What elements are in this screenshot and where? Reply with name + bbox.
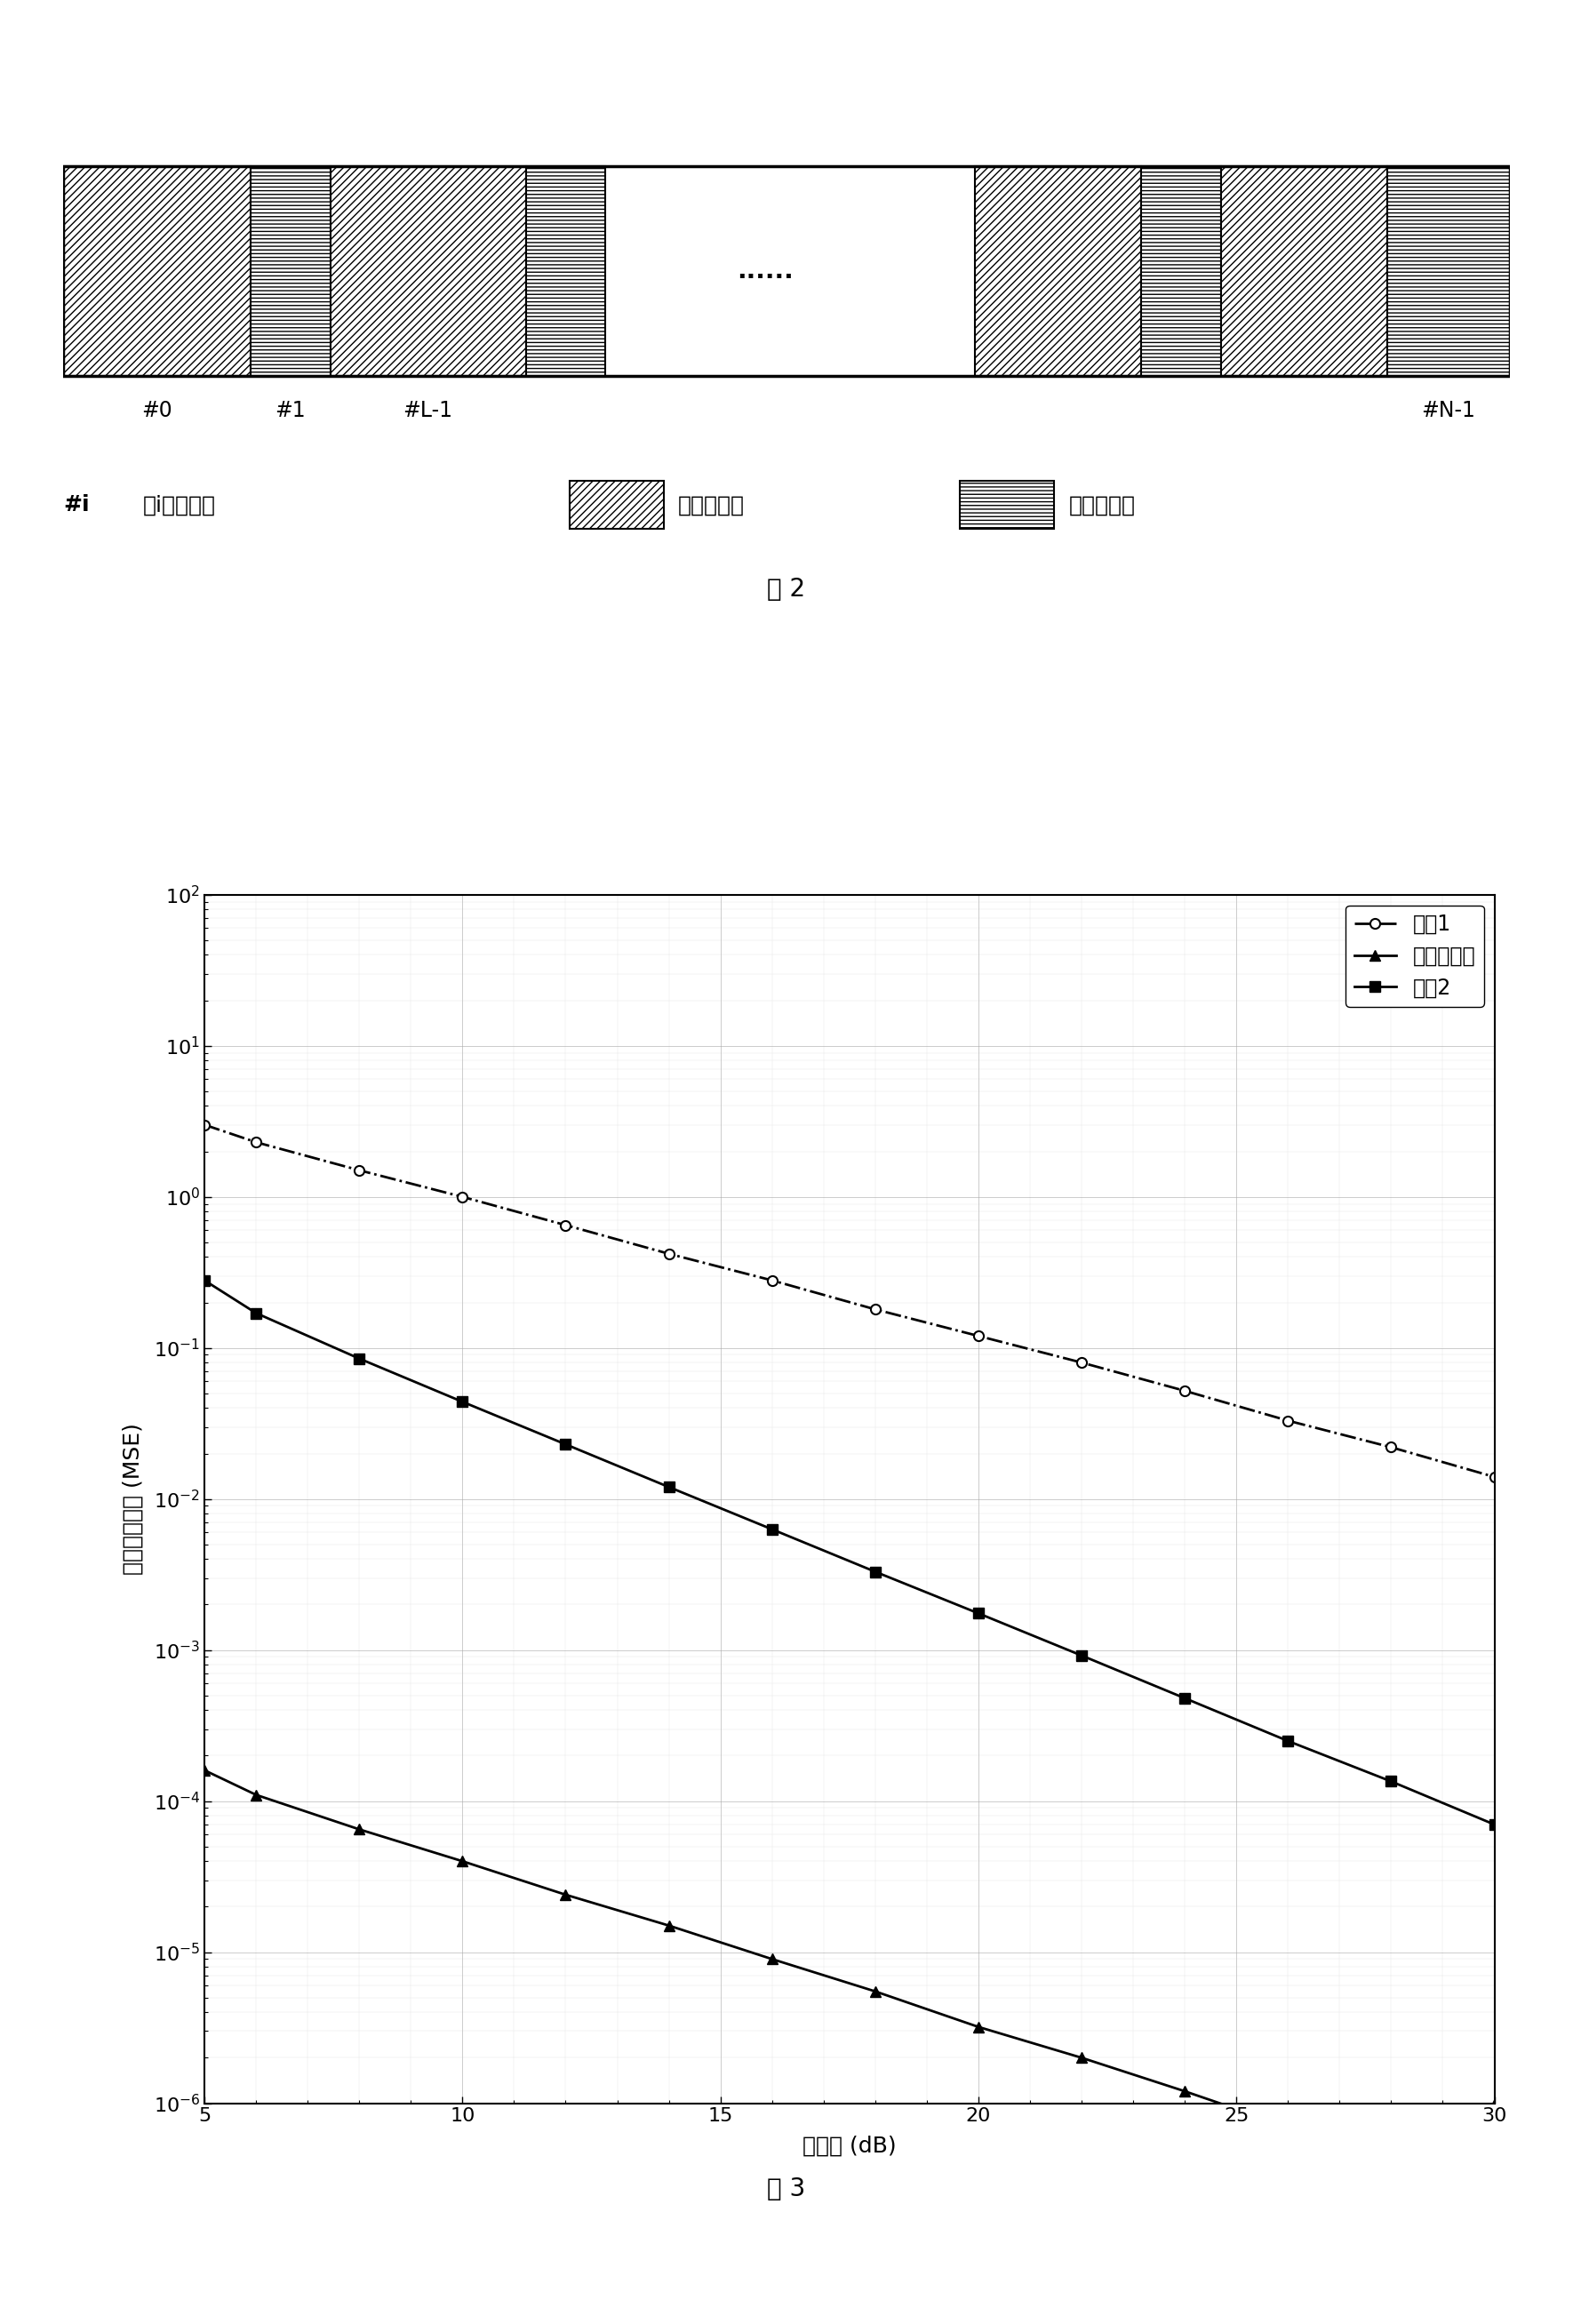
本发明方法 (195, 1757, 214, 1785)
X-axis label: 信噪比 (dB): 信噪比 (dB) (802, 2136, 897, 2157)
方法1 (865, 1294, 884, 1322)
本发明方法 (557, 1880, 576, 1908)
Bar (1221, 165, 1387, 376)
方法2 (1381, 1769, 1400, 1796)
Legend: 方法1, 本发明方法, 方法2: 方法1, 本发明方法, 方法2 (1345, 906, 1483, 1006)
方法1 (1381, 1434, 1400, 1462)
方法1 (557, 1211, 576, 1239)
本发明方法 (1485, 2089, 1504, 2117)
Bar (1140, 165, 1221, 376)
方法1 (1073, 1348, 1092, 1376)
方法1 (1175, 1376, 1194, 1404)
本发明方法 (763, 1945, 782, 1973)
方法1 (1485, 1464, 1504, 1492)
方法2 (1073, 1641, 1092, 1669)
Text: ......: ...... (736, 258, 793, 284)
方法2 (557, 1429, 576, 1457)
Bar (1387, 165, 1510, 376)
Text: #0: #0 (142, 400, 173, 421)
本发明方法 (1073, 2043, 1092, 2071)
方法1 (763, 1267, 782, 1294)
Text: #i: #i (63, 495, 90, 516)
方法2 (453, 1387, 472, 1415)
Bar (975, 165, 1140, 376)
Line: 本发明方法: 本发明方法 (198, 1764, 1501, 2168)
方法1 (659, 1239, 678, 1267)
Line: 方法2: 方法2 (200, 1276, 1499, 1829)
Bar (525, 165, 606, 376)
Bar (330, 165, 525, 376)
Bar (960, 481, 1054, 530)
Bar (63, 165, 252, 376)
方法2 (1279, 1727, 1298, 1755)
本发明方法 (659, 1913, 678, 1941)
方法1 (1279, 1406, 1298, 1434)
方法2 (659, 1473, 678, 1501)
Text: #N-1: #N-1 (1420, 400, 1475, 421)
Text: 第i号子载波: 第i号子载波 (143, 495, 216, 516)
Text: 虚拟子载波: 虚拟子载波 (1068, 495, 1136, 516)
本发明方法 (1381, 2150, 1400, 2178)
本发明方法 (1279, 2113, 1298, 2140)
Bar (569, 481, 664, 530)
Text: #L-1: #L-1 (403, 400, 453, 421)
本发明方法 (865, 1978, 884, 2006)
方法1 (195, 1111, 214, 1139)
方法2 (865, 1557, 884, 1585)
本发明方法 (349, 1815, 368, 1843)
本发明方法 (453, 1848, 472, 1875)
方法1 (247, 1127, 266, 1155)
方法1 (453, 1183, 472, 1211)
方法2 (247, 1299, 266, 1327)
Line: 方法1: 方法1 (200, 1120, 1499, 1483)
方法2 (969, 1599, 988, 1627)
方法2 (195, 1267, 214, 1294)
本发明方法 (969, 2013, 988, 2040)
Text: 数据子载波: 数据子载波 (678, 495, 744, 516)
Text: #1: #1 (275, 400, 305, 421)
本发明方法 (1175, 2078, 1194, 2106)
方法2 (349, 1346, 368, 1373)
Text: 图 2: 图 2 (768, 576, 805, 602)
方法1 (349, 1157, 368, 1185)
Bar (63, 165, 1510, 376)
方法2 (1175, 1685, 1194, 1713)
Bar (252, 165, 330, 376)
方法1 (969, 1322, 988, 1350)
方法2 (1485, 1810, 1504, 1838)
本发明方法 (247, 1780, 266, 1808)
Y-axis label: 估计均方误差 (MSE): 估计均方误差 (MSE) (123, 1422, 143, 1576)
方法2 (763, 1515, 782, 1543)
Text: 图 3: 图 3 (768, 2178, 805, 2201)
